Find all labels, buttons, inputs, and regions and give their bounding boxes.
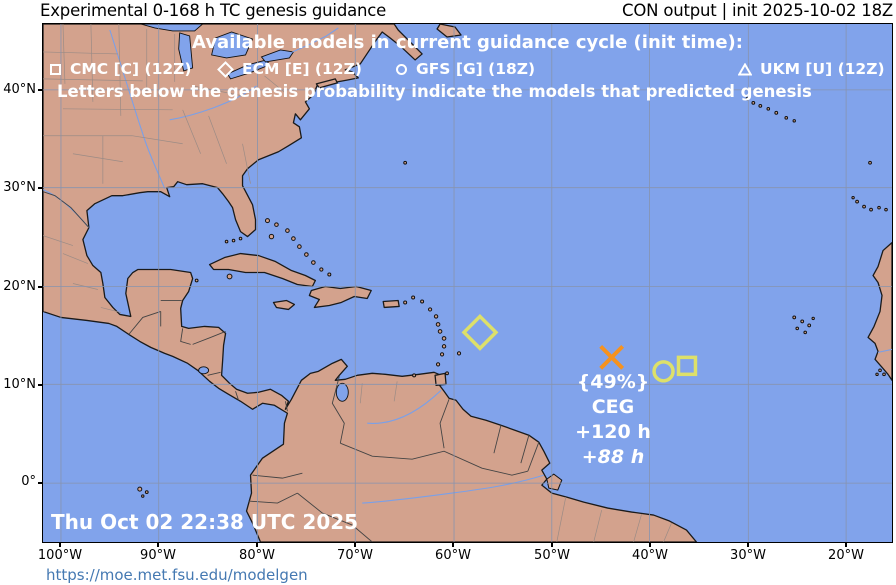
- diamond-icon: [217, 60, 234, 78]
- genesis-lead-time: +120 h: [575, 421, 651, 443]
- legend-label-ukm: UKM [U] (12Z): [760, 60, 885, 78]
- ytick-0: 0°: [21, 474, 36, 489]
- ytick-30n: 30°N: [3, 180, 36, 195]
- state-borders: [43, 24, 672, 542]
- legend-label-gfs: GFS [G] (18Z): [416, 60, 536, 78]
- xtick-80w: 80°W: [239, 548, 275, 563]
- legend-item-gfs: GFS [G] (18Z): [395, 60, 535, 78]
- great-lakes: [140, 24, 349, 402]
- genesis-markers: [461, 313, 698, 383]
- legend-label-cmc: CMC [C] (12Z): [70, 60, 192, 78]
- xtick-20w: 20°W: [828, 548, 864, 563]
- island-specks: [137, 97, 888, 498]
- square-icon: [50, 63, 61, 75]
- genesis-alt-lead-time: +88 h: [581, 446, 645, 468]
- basemap: [43, 24, 892, 542]
- gfs-circle-marker: [652, 360, 675, 383]
- legend-heading: Available models in current guidance cyc…: [192, 32, 743, 53]
- ytick-20n: 20°N: [3, 279, 36, 294]
- ytick-10n: 10°N: [3, 377, 36, 392]
- atlantic-basin-map: Available models in current guidance cyc…: [42, 23, 893, 543]
- ytick-40n: 40°N: [3, 82, 36, 97]
- lake-maracaibo: [335, 382, 349, 402]
- legend-item-ukm: UKM [U] (12Z): [738, 60, 885, 78]
- triangle-icon: [738, 62, 752, 75]
- landmass-africa: [867, 241, 892, 381]
- legend-item-ecm: ECM [E] (12Z): [217, 60, 362, 78]
- xtick-40w: 40°W: [632, 548, 668, 563]
- legend-note: Letters below the genesis probability in…: [57, 82, 812, 101]
- genesis-probability: {49%}: [576, 371, 650, 393]
- xtick-50w: 50°W: [534, 548, 570, 563]
- genesis-models-code: CEG: [591, 396, 635, 418]
- page-title: Experimental 0-168 h TC genesis guidance: [40, 1, 387, 20]
- legend-label-ecm: ECM [E] (12Z): [242, 60, 362, 78]
- consensus-x-marker: [599, 344, 625, 370]
- map-timestamp: Thu Oct 02 22:38 UTC 2025: [51, 510, 359, 534]
- xtick-70w: 70°W: [337, 548, 373, 563]
- init-time-title: CON output | init 2025-10-02 18Z: [622, 1, 893, 20]
- circle-icon: [396, 63, 407, 75]
- genesis-annotation: {49%} CEG +120 h +88 h: [575, 370, 651, 470]
- xtick-60w: 60°W: [435, 548, 471, 563]
- source-url-link[interactable]: https://moe.met.fsu.edu/modelgen: [46, 566, 308, 584]
- bermuda: [403, 160, 408, 165]
- ecm-diamond-marker: [461, 313, 499, 351]
- gridlines: [43, 24, 892, 542]
- lake-nicaragua: [198, 366, 210, 375]
- country-borders: [43, 191, 540, 542]
- cmc-square-marker: [676, 355, 698, 377]
- landmass-americas: [43, 24, 892, 542]
- legend-item-cmc: CMC [C] (12Z): [49, 60, 192, 78]
- xtick-100w: 100°W: [37, 548, 83, 563]
- xtick-30w: 30°W: [730, 548, 766, 563]
- xtick-90w: 90°W: [140, 548, 176, 563]
